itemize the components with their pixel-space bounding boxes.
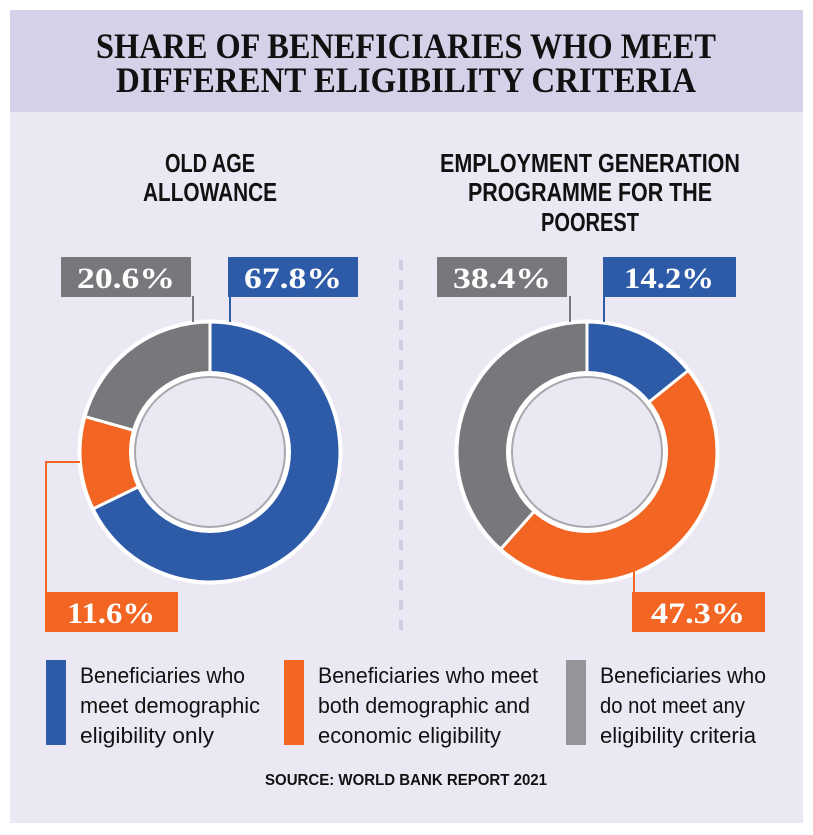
donut-inner-ring (134, 376, 286, 528)
left-chart-title-line-1: OLD AGE (165, 148, 255, 178)
right-chart-title-line-3: POOREST (541, 207, 639, 237)
left-chart-title-line-2: ALLOWANCE (143, 177, 277, 207)
donut-inner-ring (511, 376, 663, 528)
right-chart-title-line-2: PROGRAMME FOR THE (468, 177, 712, 207)
label-box-left-blue (228, 257, 358, 297)
value-label-left-orange: 11.6% (67, 597, 155, 630)
value-label-left-blue: 67.8% (244, 262, 342, 295)
donut-old-age-allowance (77, 319, 343, 585)
legend-swatch-orange (284, 660, 304, 745)
legend-blue-line-3: eligibility only (80, 723, 214, 748)
legend-blue-line-2: meet demographic (80, 693, 260, 718)
header-band (10, 10, 803, 112)
legend-gray-line-2: do not meet any (600, 693, 745, 718)
right-chart-title-line-1: EMPLOYMENT GENERATION (440, 148, 740, 178)
legend-orange-line-1: Beneficiaries who meet (318, 663, 538, 688)
legend-gray-line-1: Beneficiaries who (600, 663, 766, 688)
leader-line-left-orange (45, 461, 80, 592)
value-label-right-blue: 14.2% (624, 262, 714, 295)
donut-employment-generation (454, 319, 720, 585)
chart-title-line-1: SHARE OF BENEFICIARIES WHO MEET (96, 26, 716, 66)
label-box-right-gray (437, 257, 567, 297)
label-box-left-gray (61, 257, 191, 297)
donut-outer-ring (77, 319, 343, 585)
label-box-right-blue (603, 257, 736, 297)
chart-title-line-2: DIFFERENT ELIGIBILITY CRITERIA (116, 60, 696, 100)
donut-hole (506, 371, 668, 533)
value-label-right-orange: 47.3% (651, 597, 745, 630)
value-label-right-gray: 38.4% (453, 262, 551, 295)
legend-swatch-gray (566, 660, 586, 745)
donut-hole (129, 371, 291, 533)
label-box-left-orange (45, 592, 178, 632)
legend-blue-line-1: Beneficiaries who (80, 663, 245, 688)
donut-outer-ring (454, 319, 720, 585)
legend-gray-line-3: eligibility criteria (600, 723, 757, 748)
source-note: SOURCE: WORLD BANK REPORT 2021 (265, 772, 547, 789)
legend-orange-line-2: both demographic and (318, 693, 530, 718)
value-label-left-gray: 20.6% (77, 262, 175, 295)
legend-swatch-blue (46, 660, 66, 745)
label-box-right-orange (632, 592, 765, 632)
legend-orange-line-3: economic eligibility (318, 723, 501, 748)
